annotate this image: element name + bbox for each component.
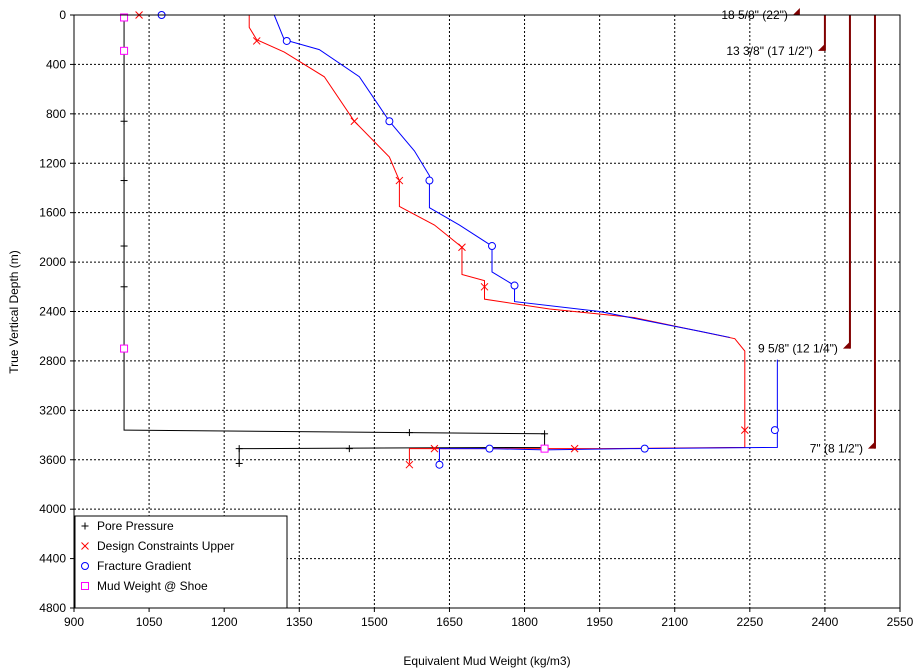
casing-label: 7" (8 1/2") [810, 442, 863, 456]
x-tick-label: 2400 [812, 615, 839, 629]
legend-entry-label: Mud Weight @ Shoe [97, 579, 208, 593]
pore-pressure-marker [120, 177, 128, 185]
y-tick-label: 2800 [39, 354, 66, 368]
y-tick-label: 1600 [39, 206, 66, 220]
fracture-gradient-marker [425, 176, 434, 185]
x-marker-b [81, 542, 89, 550]
casing-shoe-marker [842, 341, 850, 349]
x-tick-label: 1050 [136, 615, 163, 629]
pore-pressure-marker [235, 445, 243, 453]
pore-pressure-marker [405, 429, 413, 437]
x-marker-b [430, 444, 439, 453]
y-tick-label: 3600 [39, 453, 66, 467]
casing-shoe-marker [792, 8, 800, 15]
series-markers [120, 11, 779, 469]
legend-box [74, 515, 288, 609]
fracture-gradient-marker [81, 562, 89, 570]
y-tick-label: 2000 [39, 255, 66, 269]
design-constraint-marker [458, 243, 466, 252]
x-axis-ticks: 900 1050 1200 1350 1500 1650 1800 1950 2100 2250 2… [64, 608, 914, 629]
y-tick-label: 1200 [39, 156, 66, 170]
mud-weight-marker [120, 344, 129, 353]
design-constraint-marker [480, 282, 489, 291]
pore-pressure-marker [120, 117, 128, 125]
x-marker-b [570, 444, 579, 453]
y-tick-label: 4000 [39, 502, 66, 516]
casing-label: 9 5/8" (12 1/4") [758, 342, 838, 356]
legend-entry-label: Pore Pressure [97, 519, 174, 533]
series-lines [123, 14, 778, 465]
y-tick-label: 3200 [39, 403, 66, 417]
y-tick-label: 4800 [39, 601, 66, 615]
x-marker-b [458, 243, 466, 252]
x-tick-label: 1650 [436, 615, 463, 629]
mud-weight-marker [540, 444, 549, 453]
legend-entry-label: Fracture Gradient [97, 559, 192, 573]
x-tick-label: 1350 [286, 615, 313, 629]
x-marker-b [740, 426, 749, 434]
series-line [164, 14, 730, 338]
x-marker-b [252, 37, 261, 45]
design-constraint-marker [395, 176, 404, 185]
x-tick-label: 1950 [586, 615, 613, 629]
pore-pressure-marker [120, 242, 128, 250]
mud-weight-marker [81, 582, 89, 590]
x-tick-label: 1200 [211, 615, 238, 629]
y-tick-label: 0 [59, 8, 66, 22]
fracture-gradient-marker [385, 117, 394, 126]
fracture-gradient-marker [282, 36, 291, 45]
design-constraint-marker [405, 460, 414, 469]
pore-pressure-marker [345, 445, 353, 453]
x-tick-label: 900 [64, 615, 84, 629]
y-tick-label: 400 [46, 57, 66, 71]
casing-label: 13 3/8" (17 1/2") [726, 44, 813, 58]
x-marker-b [480, 282, 489, 291]
casing-shoe-marker [817, 43, 825, 51]
design-constraint-marker [740, 426, 749, 434]
fracture-gradient-marker [510, 281, 519, 290]
pore-pressure-marker [541, 430, 549, 438]
mud-weight-marker [120, 46, 129, 55]
x-marker-b [350, 117, 359, 126]
casing-strings: 18 5/8" (22")13 3/8" (17 1/2")9 5/8" (12… [721, 8, 876, 456]
fracture-gradient-marker [488, 242, 497, 251]
design-constraint-marker [430, 444, 439, 453]
fracture-gradient-marker [435, 460, 444, 469]
x-marker-b [405, 460, 414, 469]
y-tick-label: 800 [46, 107, 66, 121]
x-tick-label: 2250 [736, 615, 763, 629]
mud-weight-marker [120, 13, 129, 22]
pore-pressure-marker [120, 283, 128, 291]
y-tick-label: 4400 [39, 552, 66, 566]
fracture-gradient-marker [485, 444, 494, 453]
y-axis-title: True Vertical Depth (m) [7, 250, 21, 374]
x-tick-label: 1500 [361, 615, 388, 629]
design-constraint-marker [570, 444, 579, 453]
design-constraint-marker [81, 542, 89, 550]
pore-pressure-marker [235, 459, 243, 467]
casing-shoe-marker [867, 441, 875, 449]
x-marker-b [395, 176, 404, 185]
legend-entry-label: Design Constraints Upper [97, 539, 234, 553]
design-constraint-marker [252, 37, 261, 45]
x-tick-label: 2100 [661, 615, 688, 629]
pore-pressure-marker [81, 522, 89, 530]
series-line [129, 14, 746, 464]
y-axis-ticks: 0 400 800 1200 1600 2000 2400 2800 3200 3600 4000 4… [39, 8, 74, 615]
legend: Pore Pressure Design Constraints Upper Fra… [74, 515, 288, 609]
x-axis-title: Equivalent Mud Weight (kg/m3) [403, 654, 570, 668]
x-tick-label: 1800 [511, 615, 538, 629]
fracture-gradient-marker [640, 444, 649, 453]
fracture-gradient-marker [770, 426, 779, 435]
design-constraint-marker [350, 117, 359, 126]
x-tick-label: 2550 [887, 615, 914, 629]
y-tick-label: 2400 [39, 305, 66, 319]
